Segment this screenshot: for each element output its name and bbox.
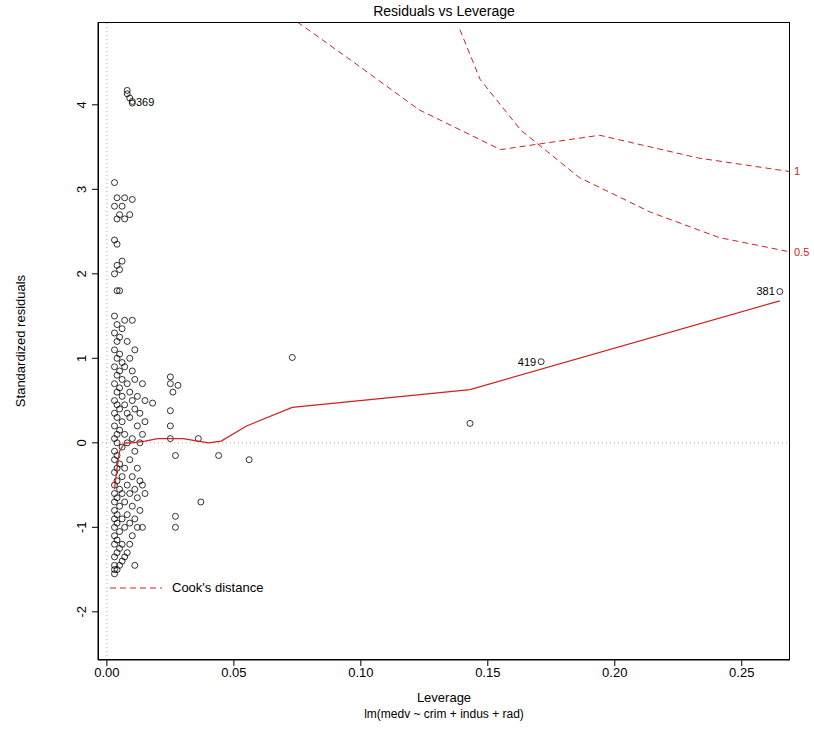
svg-text:1: 1 <box>74 355 89 362</box>
svg-text:369: 369 <box>136 96 154 108</box>
svg-text:0: 0 <box>74 439 89 446</box>
html-text:Standardized residuals: Standardized residuals <box>12 274 28 408</box>
svg-text:3: 3 <box>74 186 89 193</box>
svg-text:-2: -2 <box>74 606 89 618</box>
svg-text:419: 419 <box>518 356 536 368</box>
svg-text:0.00: 0.00 <box>94 665 119 680</box>
html-text:Cook's distance: Cook's distance <box>172 580 264 595</box>
svg-text:1: 1 <box>794 165 800 177</box>
svg-text:2: 2 <box>74 270 89 277</box>
svg-text:0.05: 0.05 <box>221 665 246 680</box>
html-text:Residuals vs Leverage: Residuals vs Leverage <box>373 3 515 19</box>
html-text:lm(medv ~ crim + indus + rad): lm(medv ~ crim + indus + rad) <box>364 707 524 721</box>
svg-text:4: 4 <box>74 101 89 108</box>
html-text:Leverage: Leverage <box>416 690 472 705</box>
svg-text:0.10: 0.10 <box>348 665 373 680</box>
svg-text:0.15: 0.15 <box>475 665 500 680</box>
svg-text:381: 381 <box>756 285 774 297</box>
svg-text:0.25: 0.25 <box>729 665 754 680</box>
svg-text:0.20: 0.20 <box>602 665 627 680</box>
svg-text:-1: -1 <box>74 522 89 534</box>
svg-text:0.5: 0.5 <box>794 246 806 258</box>
